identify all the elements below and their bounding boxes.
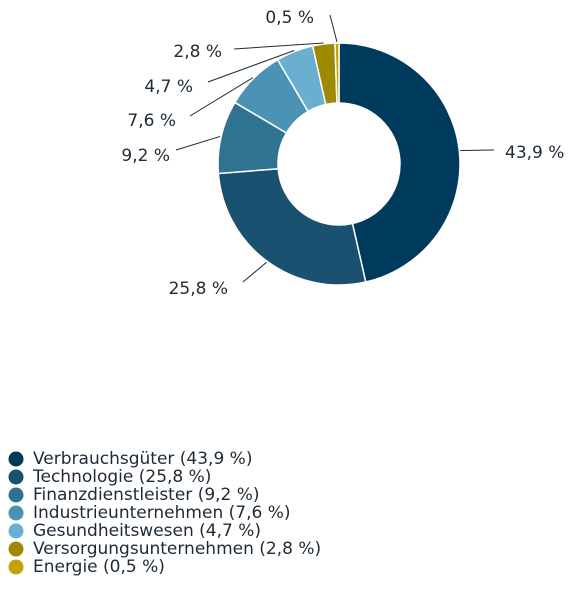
legend-swatch [8, 487, 24, 503]
leader-line [242, 261, 267, 283]
legend-swatch [8, 523, 24, 539]
legend-label: Technologie (25,8 %) [32, 467, 211, 487]
legend-label: Verbrauchsgüter (43,9 %) [33, 449, 252, 469]
data-label: 43,9 % [505, 143, 564, 163]
legend-label: Industrieunternehmen (7,6 %) [33, 503, 290, 523]
donut-slice [217, 167, 367, 286]
leader-line [329, 14, 338, 43]
data-label: 2,8 % [173, 42, 222, 62]
legend-swatch [8, 469, 24, 485]
data-label: 0,5 % [265, 8, 314, 28]
legend-swatch [8, 505, 24, 521]
legend-label: Versorgungsunternehmen (2,8 %) [33, 539, 321, 559]
leader-line [189, 77, 254, 117]
legend-label: Finanzdienstleister (9,2 %) [33, 485, 260, 505]
leader-line [175, 135, 221, 151]
leader-line [207, 50, 295, 83]
data-label: 25,8 % [169, 279, 228, 299]
data-label: 7,6 % [127, 111, 176, 131]
legend-swatch [8, 451, 24, 467]
donut-slice [334, 42, 340, 104]
leader-line [233, 42, 324, 50]
legend-swatch [8, 559, 24, 575]
legend-label: Energie (0,5 %) [33, 557, 165, 577]
data-label: 4,7 % [144, 77, 193, 97]
donut-slice [338, 42, 461, 283]
legend-label: Gesundheitswesen (4,7 %) [33, 521, 261, 541]
legend-swatch [8, 541, 24, 557]
data-label: 9,2 % [121, 146, 170, 166]
